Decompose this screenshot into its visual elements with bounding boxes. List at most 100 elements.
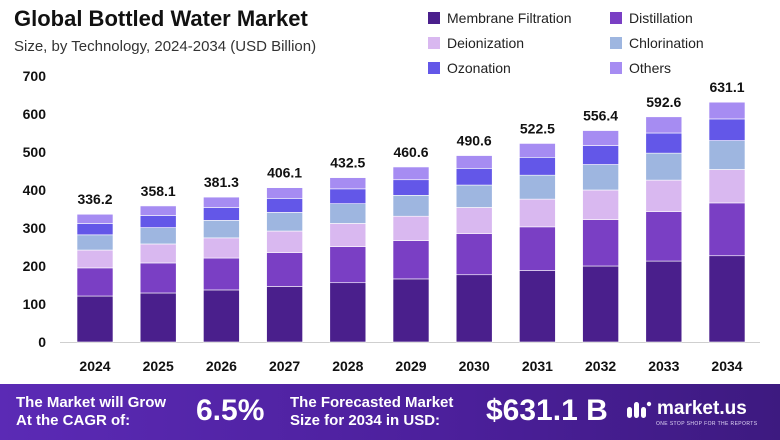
x-tick-label: 2029 [395,358,426,374]
x-tick-label: 2030 [459,358,490,374]
legend-item: Chlorination [610,33,778,53]
bar-segment [645,132,683,154]
legend-item: Deionization [428,33,610,53]
footer-banner: The Market will Grow At the CAGR of: 6.5… [0,384,780,440]
stacked-bar-chart: 0 100 200 300 400 500 600 700 336.2 2024 358.1 2025… [23,68,760,374]
y-tick-label: 300 [23,220,47,236]
bar-segment [645,211,683,262]
bar-segment [392,215,430,241]
y-tick-label: 0 [38,334,46,350]
x-tick-label: 2024 [79,358,110,374]
bar-segment [76,234,114,251]
bar-segment [76,295,114,343]
bar-segment [392,278,430,343]
bar-segment [266,187,303,199]
y-tick-label: 100 [23,296,47,312]
chart-legend: Membrane Filtration Distillation Deionizat… [428,8,778,78]
bar-segment [139,262,177,294]
forecast-label-line1: The Forecasted Market [290,394,454,411]
legend-label: Ozonation [447,60,511,76]
bar-segment [266,212,303,232]
bar-segment [76,213,114,224]
bar-segment [582,189,619,220]
bar-segment [519,143,556,158]
market-us-logo: market.us ONE STOP SHOP FOR THE REPORTS [626,398,757,427]
bar-segment [139,292,177,343]
bar-segment [582,265,619,343]
bar-total-label: 556.4 [583,108,618,124]
bar-total-label: 432.5 [330,155,365,171]
bar-total-label: 406.1 [267,165,302,181]
bar-segment [139,243,177,264]
x-tick-label: 2026 [206,358,237,374]
bar-segment [582,145,619,165]
bar-segment [582,219,619,267]
bar-segment [392,166,430,181]
x-tick-label: 2033 [648,358,679,374]
bar-segment [455,233,493,276]
legend-swatch [428,37,440,49]
bar-segment [392,195,430,217]
bar-segment [266,198,303,213]
bar-segment [455,274,493,343]
legend-label: Distillation [629,10,693,26]
logo-tagline: ONE STOP SHOP FOR THE REPORTS [656,421,758,427]
legend-swatch [610,12,622,24]
bar-segment [645,179,683,212]
bar-total-label: 490.6 [457,133,492,149]
legend-item: Others [610,58,778,78]
bar-segment [139,205,177,216]
legend-item: Distillation [610,8,778,28]
legend-swatch [610,37,622,49]
bar-segment [708,140,746,170]
bar-segment [582,130,619,146]
legend-label: Chlorination [629,35,704,51]
bar-segment [519,157,556,176]
bar-segment [582,164,619,191]
chart-title: Global Bottled Water Market [14,6,308,31]
bar-segment [645,260,683,343]
bar-segment [645,116,683,134]
bar-segment [329,203,367,224]
bar-segment [519,198,556,228]
forecast-value: $631.1 B [486,394,608,427]
bar-segment [266,286,303,343]
bar-segment [203,257,240,291]
bar-segment [329,177,367,190]
bar-segment [455,184,493,208]
x-tick-label: 2027 [269,358,300,374]
bar-total-label: 522.5 [520,120,555,136]
logo-text: market.us [657,398,747,419]
bar-total-label: 631.1 [709,79,744,95]
bar-segment [266,230,303,253]
legend-swatch [428,12,440,24]
bar-segment [708,255,746,343]
bar-total-label: 336.2 [77,191,112,207]
legend-item: Membrane Filtration [428,8,610,28]
bar-total-label: 381.3 [204,174,239,190]
x-tick-label: 2034 [711,358,742,374]
bar-segment [392,179,430,196]
bar-total-label: 358.1 [141,183,176,199]
y-tick-label: 400 [23,182,47,198]
bar-segment [203,289,240,343]
legend-label: Others [629,60,672,76]
bar-segment [329,282,367,343]
bar-segment [76,249,114,269]
cagr-label-line1: The Market will Grow [16,394,167,411]
bar-segment [329,246,367,284]
bar-segment [455,168,493,186]
bar-segment [76,223,114,236]
bar-total-label: 592.6 [646,94,681,110]
legend-item: Ozonation [428,58,610,78]
bar-segment [203,207,240,221]
bar-segment [203,237,240,259]
bar-segment [455,155,493,169]
bar-total-label: 460.6 [393,144,428,160]
y-tick-label: 500 [23,144,47,160]
cagr-label: The Market will Grow At the CAGR of: [16,394,166,430]
bar-segment [708,118,746,141]
x-tick-label: 2025 [143,358,174,374]
x-tick-label: 2028 [332,358,363,374]
bar-segment [329,223,367,247]
